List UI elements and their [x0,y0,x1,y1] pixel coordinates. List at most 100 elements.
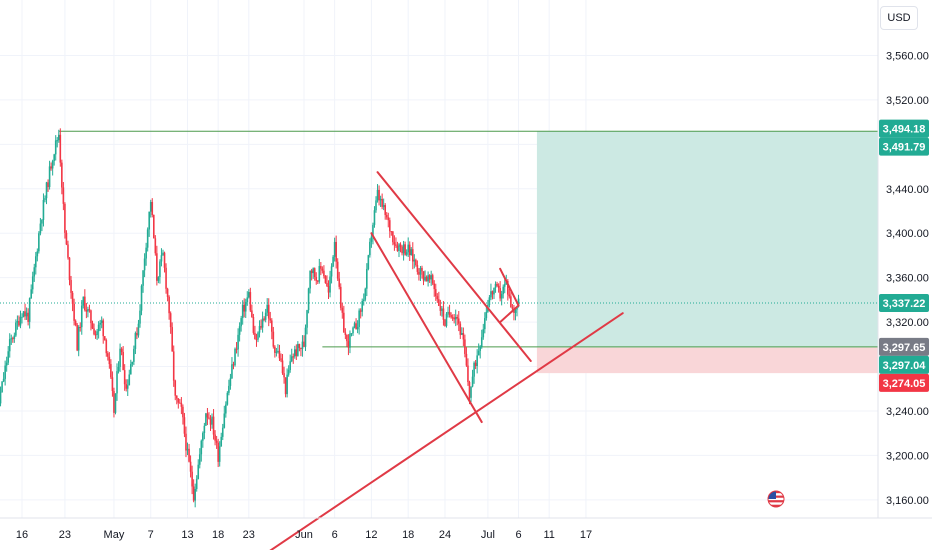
candle-up [21,316,23,318]
trend-line[interactable] [255,312,624,555]
candle-up [264,312,267,320]
candle-down [274,346,276,353]
candle-down [189,461,192,472]
candle-down [90,310,92,324]
candle-down [418,271,420,275]
candle-down [326,283,328,286]
candle-up [116,371,118,394]
candle-up [461,333,463,335]
candle-down [105,340,108,354]
candle-down [344,332,347,335]
candle-down [180,402,183,407]
candle-down [457,318,460,324]
candle-up [407,244,409,253]
candle-down [169,313,172,328]
candle-up [36,251,39,257]
y-axis-tick-label: 3,400.00 [886,228,929,240]
candle-down [327,285,330,293]
candle-down [283,373,285,378]
candle-up [471,376,474,387]
candle-down [235,348,238,350]
candle-up [149,202,152,212]
candle-down [179,402,181,404]
candle-up [202,433,204,441]
candle-up [258,326,261,333]
candle-down [399,244,402,247]
candle-down [320,266,322,269]
candle-up [159,261,161,278]
candle-down [182,406,184,418]
candle-up [482,329,485,338]
candle-up [205,413,207,426]
candle-down [79,326,82,328]
candle-down [346,334,348,342]
trend-line[interactable] [499,304,520,324]
price-label-tag [879,355,929,374]
currency-selector[interactable]: USD [880,6,918,30]
candle-up [261,318,264,328]
us-flag-icon[interactable] [768,491,784,507]
trend-line[interactable] [499,267,520,307]
candle-up [228,385,230,393]
candle-down [125,384,128,389]
candle-down [136,333,138,336]
candle-down [172,351,175,381]
candle-down [120,348,123,352]
candle-down [206,413,209,418]
trend-line[interactable] [376,171,532,362]
candle-up [356,326,359,330]
candle-down [392,231,394,243]
candle-up [48,166,51,187]
candle-down [74,320,77,325]
candle-down [177,398,180,403]
x-axis-tick-label: 11 [543,529,554,541]
candle-up [503,284,506,287]
candle-up [476,355,478,366]
candle-down [313,268,316,278]
candle-down [404,244,406,255]
candle-down [165,267,167,289]
candle-down [439,305,442,311]
price-label-text: 3,274.05 [883,378,926,390]
candle-down [442,308,445,320]
candle-down [61,162,63,188]
candle-down [113,391,115,413]
candle-down [12,338,14,340]
x-axis-tick-label: Jun [295,529,313,541]
candle-up [309,270,311,289]
candle-up [225,404,227,414]
candle-down [425,276,428,282]
y-axis-tick-label: 3,200.00 [886,450,929,462]
candle-up [286,374,288,395]
candle-down [359,310,362,312]
candle-up [80,305,83,328]
candle-up [197,464,200,479]
candle-down [175,395,178,399]
candle-up [131,361,134,365]
candle-up [162,252,164,256]
flag-stripe [768,500,784,503]
candle-up [33,267,36,277]
candle-down [260,326,262,328]
candle-up [246,297,249,303]
candle-down [395,244,397,246]
candle-down [280,358,282,361]
candle-down [316,280,319,282]
candle-up [350,333,353,335]
candle-up [477,350,480,356]
candle-up [234,348,236,366]
candle-up [19,317,22,326]
price-label-text: 3,297.04 [883,360,927,372]
candle-down [508,294,511,297]
candle-down [456,317,459,319]
candle-up [447,311,449,314]
candle-up [195,478,198,489]
candle-down [315,277,318,281]
candle-down [438,299,440,306]
trend-line[interactable] [370,232,483,424]
price-label-tag [879,373,929,392]
candle-up [51,160,54,169]
candle-down [450,315,452,318]
